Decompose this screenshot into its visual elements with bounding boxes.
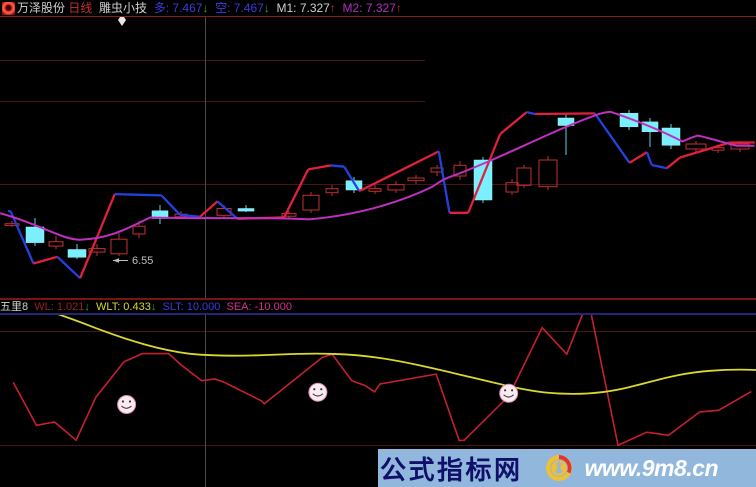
- svg-text:6.55: 6.55: [132, 255, 153, 267]
